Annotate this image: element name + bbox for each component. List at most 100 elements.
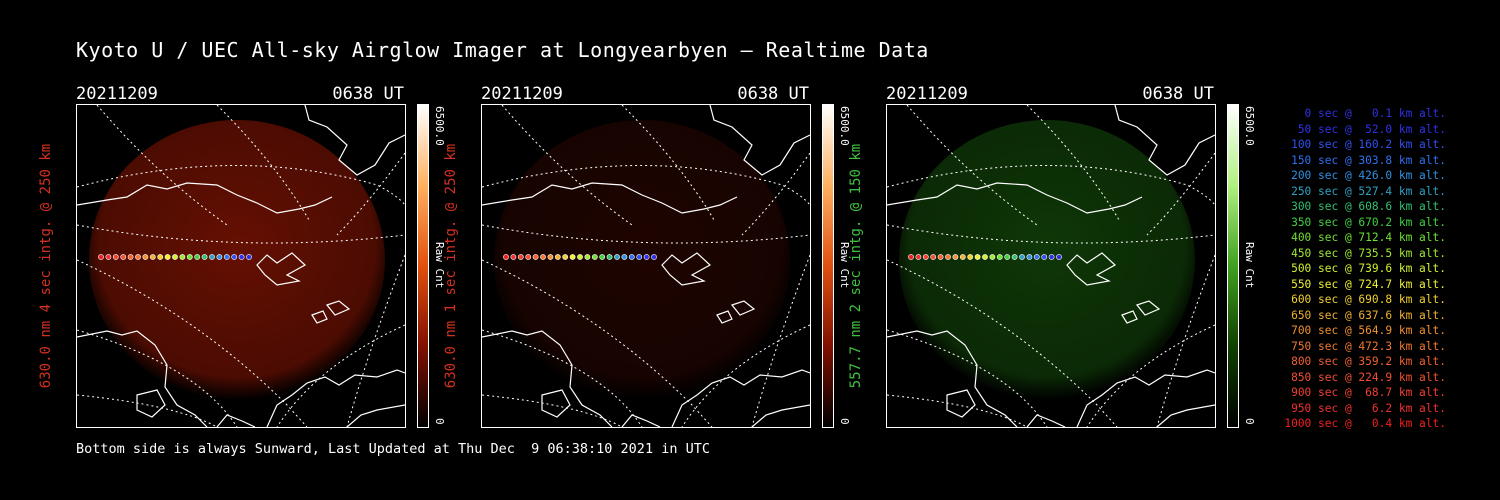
track-point	[105, 254, 112, 260]
track-point	[216, 254, 223, 260]
track-point	[149, 254, 156, 260]
track-point	[945, 254, 951, 260]
track-point	[908, 254, 914, 260]
track-point	[1033, 254, 1040, 260]
track-point	[922, 254, 929, 260]
track-point	[540, 254, 546, 260]
track-point	[194, 254, 201, 260]
coastlines	[887, 105, 1215, 427]
legend-entry: 150 sec @ 303.8 km alt.	[1291, 153, 1446, 167]
track-point	[532, 254, 539, 260]
track-point	[584, 254, 591, 260]
legend-entry: 50 sec @ 52.0 km alt.	[1297, 122, 1446, 136]
legend-entry: 750 sec @ 472.3 km alt.	[1291, 339, 1446, 353]
track-point	[127, 254, 134, 260]
track-point	[599, 254, 606, 260]
allsky-map	[77, 105, 405, 427]
legend-entry: 200 sec @ 426.0 km alt.	[1291, 169, 1446, 182]
track-point	[186, 254, 193, 260]
track-point	[231, 254, 238, 260]
airglow-panel-557nm-2sec: 20211209 0638 UT 557.7 nm 2 sec intg. @ …	[848, 84, 1256, 430]
track-point	[164, 254, 171, 260]
legend-entry: 300 sec @ 608.6 km alt.	[1291, 200, 1446, 213]
track-point	[952, 254, 959, 260]
legend-entry: 650 sec @ 637.6 km alt.	[1291, 308, 1446, 322]
track-point	[621, 254, 628, 260]
legend-entry: 700 sec @ 564.9 km alt.	[1291, 324, 1446, 337]
legend-entry: 600 sec @ 690.8 km alt.	[1291, 293, 1446, 306]
colorbar-max-label: 6500.0	[1243, 106, 1256, 146]
coastlines	[77, 105, 405, 427]
allsky-image	[76, 104, 406, 428]
allsky-glow	[89, 120, 385, 400]
colorbar	[1227, 104, 1239, 428]
track-point	[967, 254, 974, 260]
track-point	[98, 254, 104, 260]
allsky-map	[482, 105, 810, 427]
track-point	[562, 254, 569, 260]
legend-entry: 450 sec @ 735.5 km alt.	[1291, 246, 1446, 260]
legend-entry: 800 sec @ 359.2 km alt.	[1291, 355, 1446, 368]
image-date: 20211209	[76, 84, 158, 104]
track-point	[503, 254, 509, 260]
image-date: 20211209	[886, 84, 968, 104]
track-point	[974, 254, 981, 260]
satellite-track	[503, 254, 657, 260]
satellite-track	[908, 254, 1062, 260]
image-time: 0638 UT	[1142, 84, 1214, 104]
legend-entry: 350 sec @ 670.2 km alt.	[1291, 215, 1446, 229]
track-point	[554, 254, 561, 260]
track-point	[112, 254, 119, 260]
track-point	[606, 254, 613, 260]
allsky-glow	[899, 120, 1195, 400]
track-point	[223, 254, 230, 260]
track-point	[238, 254, 245, 260]
track-point	[172, 254, 178, 260]
track-point	[1011, 254, 1018, 260]
airglow-panel-630nm-4sec: 20211209 0638 UT 630.0 nm 4 sec intg. @ …	[38, 84, 446, 430]
legend-entry: 500 sec @ 739.6 km alt.	[1291, 262, 1446, 275]
track-point	[937, 254, 944, 260]
track-point	[614, 254, 620, 260]
allsky-image	[886, 104, 1216, 428]
track-point	[1056, 254, 1062, 260]
track-point	[982, 254, 988, 260]
track-point	[636, 254, 643, 260]
track-point	[246, 254, 252, 260]
satellite-track	[98, 254, 252, 260]
colorbar	[822, 104, 834, 428]
track-point	[1004, 254, 1011, 260]
track-point	[989, 254, 996, 260]
track-point	[643, 254, 650, 260]
track-point	[628, 254, 635, 260]
track-point	[996, 254, 1003, 260]
legend-entry: 900 sec @ 68.7 km alt.	[1291, 386, 1446, 399]
track-point	[157, 254, 164, 260]
legend-entry: 1000 sec @ 0.4 km alt.	[1284, 417, 1446, 430]
legend-entry: 850 sec @ 224.9 km alt.	[1291, 370, 1446, 384]
legend-entry: 550 sec @ 724.7 km alt.	[1291, 277, 1446, 291]
track-point	[591, 254, 598, 260]
image-time: 0638 UT	[737, 84, 809, 104]
track-point	[1041, 254, 1048, 260]
track-point	[120, 254, 127, 260]
legend-entry: 950 sec @ 6.2 km alt.	[1291, 401, 1446, 415]
track-point	[930, 254, 937, 260]
track-point	[517, 254, 524, 260]
track-point	[569, 254, 576, 260]
track-point	[577, 254, 583, 260]
allsky-image	[481, 104, 811, 428]
track-point	[142, 254, 149, 260]
allsky-map	[887, 105, 1215, 427]
track-point	[547, 254, 554, 260]
satellite-track-legend: 0 sec @ 0.1 km alt. 50 sec @ 52.0 km alt.…	[1262, 106, 1446, 432]
legend-entry: 0 sec @ 0.1 km alt.	[1304, 107, 1446, 120]
track-point	[201, 254, 208, 260]
track-point	[525, 254, 532, 260]
track-point	[135, 254, 141, 260]
track-point	[1048, 254, 1055, 260]
image-date: 20211209	[481, 84, 563, 104]
legend-entry: 100 sec @ 160.2 km alt.	[1291, 138, 1446, 151]
footer-note: Bottom side is always Sunward, Last Upda…	[76, 441, 710, 457]
track-point	[179, 254, 186, 260]
